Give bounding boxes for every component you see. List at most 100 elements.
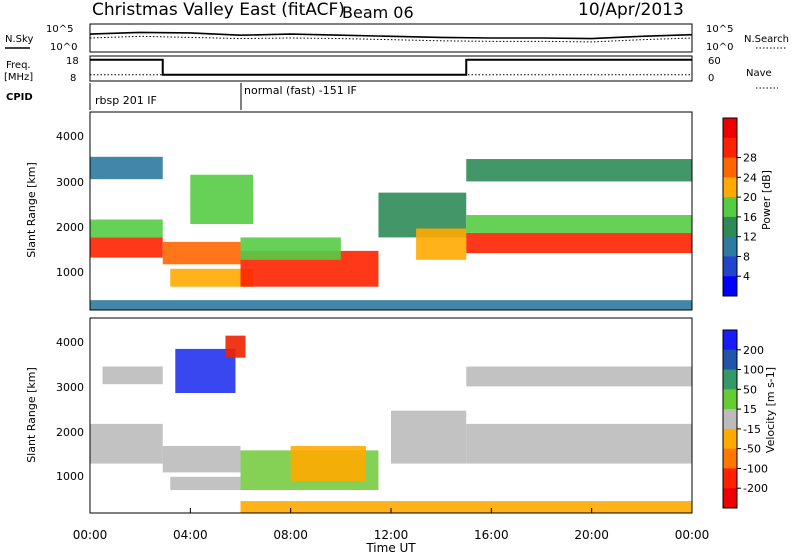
x-tick-label-4: 16:00 (474, 528, 509, 542)
velocity-colorbar-tick-label-3: 15 (743, 403, 757, 416)
nave-tick-low: 0 (708, 73, 714, 84)
velocity-ylabel: Slant Range [km] (25, 367, 38, 463)
cpid-segment-1: normal (fast) -151 IF (244, 84, 357, 97)
x-tick-label-5: 20:00 (574, 528, 609, 542)
nave-tick-high: 60 (708, 56, 721, 67)
power-data-band-5 (190, 174, 254, 224)
power-colorbar-tick-label-5: 24 (743, 171, 757, 184)
cpid-segment-0: rbsp 201 IF (95, 94, 157, 107)
velocity-colorbar-tick-label-6: -100 (743, 462, 768, 475)
velocity-colorbar-swatch-0 (723, 330, 737, 351)
power-data-band-11 (466, 215, 692, 233)
velocity-colorbar: 200 100 50 15 -15 -50 -100 -200 (722, 329, 768, 509)
x-tick-label-0: 00:00 (73, 528, 108, 542)
noise-tick-left-high: 10^5 (46, 24, 73, 35)
freq-tick-low: 8 (70, 73, 76, 84)
velocity-data-band-8 (391, 410, 467, 464)
velocity-heatmap (90, 335, 692, 513)
power-colorbar-swatch-3 (723, 177, 737, 198)
power-colorbar-swatch-8 (723, 276, 737, 297)
velocity-colorbar-swatch-4 (723, 409, 737, 430)
nsky-label: N.Sky (5, 34, 33, 45)
velocity-colorbar-swatch-2 (723, 369, 737, 390)
velocity-data-band-9 (466, 423, 692, 464)
velocity-data-band-5 (225, 335, 246, 358)
power-data-band-7 (240, 237, 341, 260)
velocity-colorbar-tick-label-5: -50 (743, 443, 761, 456)
power-data-band-4 (170, 268, 254, 287)
power-heatmap (90, 156, 692, 310)
beam-label: Beam 06 (342, 3, 414, 22)
velocity-colorbar-tick-label-1: 100 (743, 364, 764, 377)
velocity-colorbar-tick-label-7: -200 (743, 482, 768, 495)
power-colorbar: 4 8 12 16 20 24 28 (722, 117, 757, 297)
velocity-data-band-1 (102, 366, 163, 385)
x-axis-ticks: 00:00 04:00 08:00 12:00 16:00 20:00 00:00 (73, 508, 710, 542)
freq-label-line2: [MHz] (4, 72, 33, 83)
velocity-colorbar-tick-label-2: 50 (743, 383, 757, 396)
freq-tick-high: 18 (66, 56, 79, 67)
power-colorbar-tick-label-3: 16 (743, 211, 757, 224)
velocity-colorbar-swatch-7 (723, 468, 737, 489)
power-ytick-2000: 2000 (56, 221, 84, 234)
power-data-band-1 (90, 219, 163, 238)
date-label: 10/Apr/2013 (578, 0, 684, 20)
power-colorbar-tick-label-1: 8 (743, 250, 750, 263)
power-colorbar-tick-label-6: 28 (743, 152, 757, 165)
velocity-colorbar-label: Velocity [m s-1] (764, 367, 777, 453)
nave-label: Nave (746, 68, 772, 79)
power-data-band-9 (416, 228, 467, 260)
power-ytick-3000: 3000 (56, 176, 84, 189)
nsky-line (89, 31, 693, 40)
power-colorbar-swatch-5 (723, 216, 737, 238)
velocity-colorbar-frame (722, 329, 738, 509)
x-tick-label-6: 00:00 (675, 528, 710, 542)
power-colorbar-swatch-4 (723, 197, 737, 218)
velocity-data-band-10 (466, 366, 692, 387)
freq-series (90, 58, 692, 76)
velocity-colorbar-swatch-6 (723, 448, 737, 469)
power-yticks: 1000 2000 3000 4000 (56, 130, 84, 279)
power-data-band-13 (90, 300, 692, 310)
x-tick-label-3: 12:00 (374, 528, 409, 542)
power-ylabel: Slant Range [km] (25, 162, 38, 258)
x-tick-label-2: 08:00 (273, 528, 308, 542)
x-axis-label: Time UT (365, 541, 416, 554)
nsearch-line (89, 35, 693, 43)
velocity-colorbar-tick-label-0: 200 (743, 344, 764, 357)
freq-line (90, 58, 692, 76)
power-colorbar-swatch-7 (723, 256, 737, 277)
power-data-band-3 (162, 241, 241, 265)
power-ytick-4000: 4000 (56, 130, 84, 143)
station-title: Christmas Valley East (fitACF) (92, 0, 345, 20)
velocity-data-band-0 (90, 423, 163, 464)
noise-tick-right-low: 10^0 (706, 42, 733, 53)
velocity-data-band-11 (240, 501, 692, 513)
velocity-colorbar-swatch-3 (723, 389, 737, 410)
velocity-colorbar-swatch-8 (723, 488, 737, 509)
noise-tick-right-high: 10^5 (706, 24, 733, 35)
velocity-colorbar-swatch-5 (723, 428, 737, 450)
power-data-band-2 (90, 156, 163, 180)
power-colorbar-tick-label-2: 12 (743, 231, 757, 244)
velocity-ytick-3000: 3000 (56, 381, 84, 394)
power-colorbar-label: Power [dB] (760, 170, 773, 230)
velocity-colorbar-swatch-1 (723, 349, 737, 371)
power-colorbar-frame (722, 117, 738, 297)
velocity-ytick-4000: 4000 (56, 336, 84, 349)
nsearch-label: N.Search (744, 34, 789, 45)
x-tick-label-1: 04:00 (173, 528, 208, 542)
power-colorbar-swatch-6 (723, 236, 737, 257)
power-data-band-10 (466, 232, 692, 254)
power-data-band-12 (466, 159, 692, 182)
power-colorbar-tick-label-4: 20 (743, 191, 757, 204)
velocity-ytick-1000: 1000 (56, 470, 84, 483)
velocity-ytick-2000: 2000 (56, 426, 84, 439)
velocity-colorbar-tick-label-4: -15 (743, 423, 761, 436)
power-colorbar-swatch-1 (723, 137, 737, 159)
velocity-data-band-2 (162, 445, 241, 473)
power-colorbar-swatch-2 (723, 157, 737, 178)
power-ytick-1000: 1000 (56, 266, 84, 279)
